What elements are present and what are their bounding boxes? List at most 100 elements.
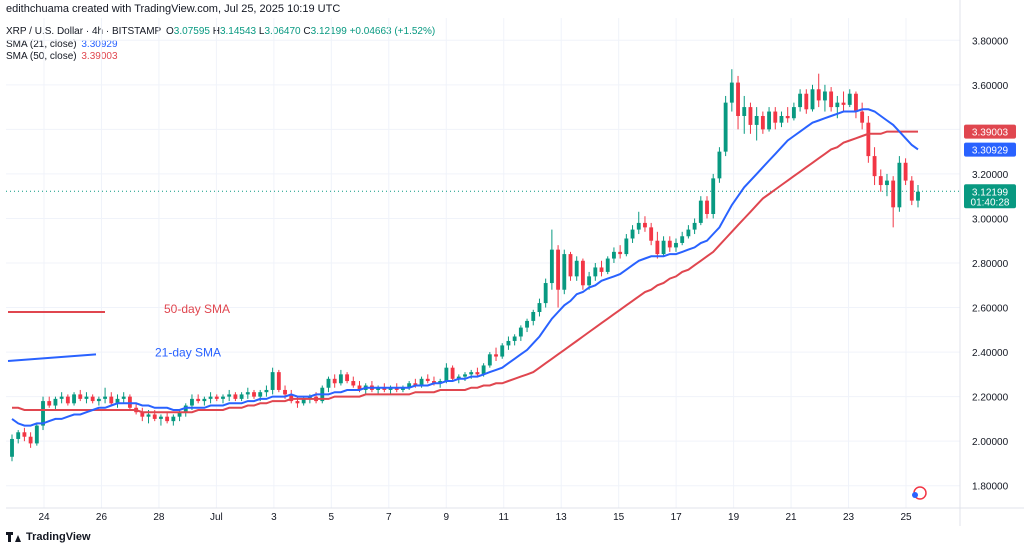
candle-body [736, 82, 740, 116]
candle-body [804, 93, 809, 110]
candle-body [34, 425, 39, 444]
candle-body [674, 242, 678, 248]
candle-body [525, 320, 529, 328]
candle-body [816, 89, 821, 101]
candle-body [432, 381, 436, 384]
candle-body [798, 93, 803, 108]
candle-body [338, 374, 343, 384]
open-key: O [166, 26, 174, 37]
candle-body [72, 394, 76, 404]
candle-body [643, 222, 647, 228]
candle-body [791, 107, 796, 119]
y-tick-label: 1.80000 [972, 482, 1009, 493]
low-key: L [258, 26, 265, 37]
candle-body [841, 102, 846, 105]
y-tick-label: 3.00000 [972, 214, 1009, 225]
candle-body [190, 398, 194, 406]
candle-body [47, 401, 52, 406]
candle-body [16, 432, 21, 439]
candle-body [773, 111, 778, 123]
sma50-annotation: 50-day SMA [164, 302, 230, 316]
legend-symbol-row[interactable]: XRP / U.S. Dollar · 4h · BITSTAMP O3.075… [6, 26, 435, 39]
candle-body [252, 392, 256, 397]
candle-body [450, 367, 455, 379]
sma21-sample-line [7, 353, 97, 362]
candle-body [717, 151, 722, 179]
sma21-annotation: 21-day SMA [155, 346, 221, 360]
candle-body [500, 345, 505, 357]
x-tick-label: 28 [153, 512, 165, 523]
candle-body [742, 107, 747, 116]
candle-body [438, 381, 443, 384]
candle-body [214, 396, 219, 399]
candle-body [345, 374, 350, 382]
candle-body [847, 93, 852, 105]
x-tick-label: 7 [386, 512, 392, 523]
candle-body [593, 267, 598, 277]
candle-body [835, 102, 840, 108]
candle-body [177, 412, 182, 417]
candle-body [518, 327, 523, 337]
x-tick-label: 23 [843, 512, 855, 523]
sma21-line [11, 108, 919, 427]
last-price-text: 3.12199 [972, 187, 1009, 198]
candle-body [289, 394, 294, 402]
candle-body [562, 254, 567, 290]
candle-body [84, 396, 89, 399]
y-tick-label: 2.20000 [972, 393, 1009, 404]
candle-body [159, 416, 163, 419]
candle-body [103, 396, 108, 399]
candle-body [394, 387, 399, 390]
legend-sma21-row[interactable]: SMA (21, close) 3.30929 [6, 39, 435, 52]
x-tick-label: 26 [96, 512, 108, 523]
candle-body [65, 396, 70, 404]
x-tick-label: 25 [900, 512, 912, 523]
countdown-text: 01:40:28 [971, 197, 1010, 208]
candle-body [506, 340, 511, 346]
candle-body [580, 260, 585, 286]
candle-body [543, 283, 548, 304]
candle-body [146, 414, 151, 417]
open-value: 3.07595 [173, 26, 210, 37]
sma50-value: 3.39003 [81, 51, 118, 62]
sma21-value: 3.30929 [81, 38, 118, 50]
legend-sma50-row[interactable]: SMA (50, close) 3.39003 [6, 51, 435, 64]
x-tick-label: 21 [786, 512, 798, 523]
x-tick-label: Jul [210, 512, 223, 523]
candle-body [754, 116, 759, 125]
chart-legend: XRP / U.S. Dollar · 4h · BITSTAMP O3.075… [6, 26, 435, 64]
candle-body [903, 162, 908, 181]
y-tick-label: 2.80000 [972, 259, 1009, 270]
candle-body [307, 396, 312, 399]
candle-body [481, 365, 486, 375]
candle-body [556, 249, 561, 290]
candle-body [618, 251, 623, 255]
event-marker-dot-icon [912, 492, 918, 498]
candle-body [779, 116, 784, 123]
candle-body [413, 383, 418, 386]
candle-body [283, 389, 287, 395]
candle-body [41, 401, 45, 426]
candle-body [351, 381, 356, 386]
x-tick-label: 19 [728, 512, 740, 523]
candle-body [165, 416, 170, 422]
y-tick-label: 2.60000 [972, 304, 1009, 315]
candle-body [96, 398, 101, 402]
tradingview-logo-icon [6, 532, 22, 542]
candle-body [456, 376, 461, 379]
candle-body [885, 180, 889, 186]
candle-body [729, 82, 734, 103]
candle-body [463, 374, 467, 377]
change-value: +0.04663 (+1.52%) [349, 26, 436, 37]
high-value: 3.14543 [219, 26, 257, 37]
y-tick-label: 2.00000 [972, 437, 1009, 448]
candle-body [10, 438, 14, 457]
candle-body [574, 260, 579, 277]
candle-body [376, 387, 381, 390]
candle-body [245, 392, 250, 395]
sma50-price-text: 3.39003 [972, 128, 1009, 139]
candle-body [326, 378, 331, 388]
symbol-label: XRP / U.S. Dollar · 4h · BITSTAMP [6, 26, 162, 37]
candle-body [475, 372, 480, 375]
